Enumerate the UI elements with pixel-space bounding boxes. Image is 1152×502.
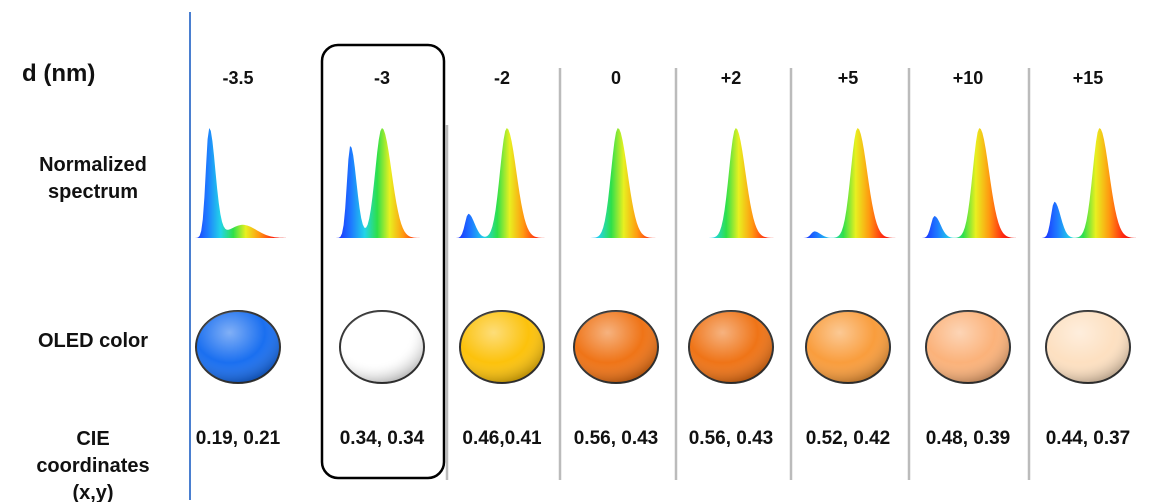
- spectrum: [1040, 128, 1136, 238]
- oled-shine: [196, 311, 280, 383]
- cie-coordinates: 0.56, 0.43: [669, 428, 793, 450]
- cie-coordinates: 0.52, 0.42: [786, 428, 910, 450]
- column-header: +2: [673, 68, 789, 89]
- spectrum: [334, 128, 430, 238]
- spectrum: [920, 128, 1016, 238]
- oled-shine: [806, 311, 890, 383]
- oled-shine: [340, 311, 424, 383]
- cie-coordinates: 0.44, 0.37: [1026, 428, 1150, 450]
- column-header: +15: [1030, 68, 1146, 89]
- cie-coordinates: 0.48, 0.39: [906, 428, 1030, 450]
- spectrum: [683, 128, 779, 238]
- row-label: CIE coordinates (x,y): [18, 426, 168, 502]
- column-header: 0: [558, 68, 674, 89]
- oled-shine: [574, 311, 658, 383]
- column-header: -3: [324, 68, 440, 89]
- figure: d (nm) Normalized spectrum OLED color CI…: [0, 0, 1152, 502]
- spectrum: [800, 128, 896, 238]
- cie-coordinates: 0.34, 0.34: [320, 428, 444, 450]
- oled-shine: [460, 311, 544, 383]
- column-header: -2: [444, 68, 560, 89]
- highlight-box: [322, 45, 444, 478]
- spectrum: [568, 128, 664, 238]
- oled-shine: [689, 311, 773, 383]
- row-label: OLED color: [8, 328, 178, 355]
- row-label: d (nm): [22, 60, 95, 88]
- column-separators: [447, 68, 1029, 480]
- column-header: -3.5: [180, 68, 296, 89]
- oled-shine: [926, 311, 1010, 383]
- oled-shine: [1046, 311, 1130, 383]
- spectrum: [190, 128, 286, 238]
- cie-coordinates: 0.19, 0.21: [176, 428, 300, 450]
- column-header: +10: [910, 68, 1026, 89]
- spectrum: [454, 128, 550, 238]
- row-label: Normalized spectrum: [8, 152, 178, 206]
- column-header: +5: [790, 68, 906, 89]
- cie-coordinates: 0.46,0.41: [440, 428, 564, 450]
- cie-coordinates: 0.56, 0.43: [554, 428, 678, 450]
